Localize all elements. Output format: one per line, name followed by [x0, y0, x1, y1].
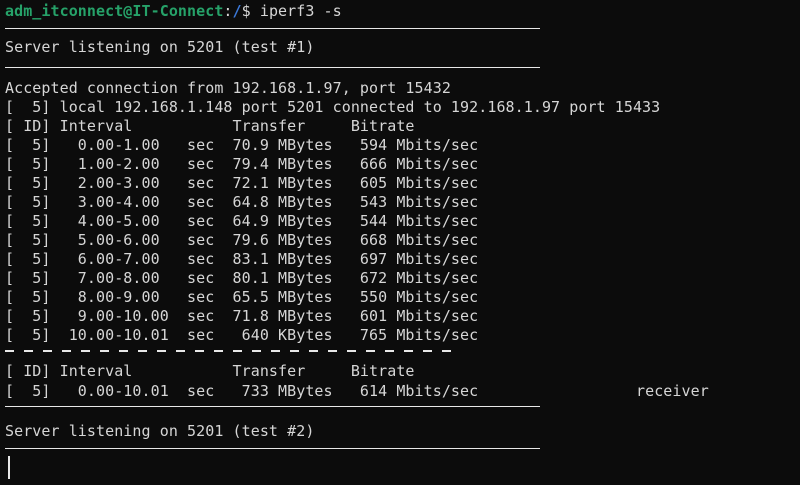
- summary-row: [ 5] 0.00-10.01 sec 733 MBytes 614 Mbits…: [5, 382, 479, 400]
- table-row: [ 5] 8.00-9.00 sec 65.5 MBytes 550 Mbits…: [5, 288, 479, 306]
- table-row: [ 5] 10.00-10.01 sec 640 KBytes 765 Mbit…: [5, 326, 479, 344]
- table-row: [ 5] 7.00-8.00 sec 80.1 MBytes 672 Mbits…: [5, 269, 479, 287]
- banner-test2: Server listening on 5201 (test #2): [5, 422, 315, 440]
- separator-rule-top: [5, 28, 540, 29]
- table-row: [ 5] 1.00-2.00 sec 79.4 MBytes 666 Mbits…: [5, 155, 479, 173]
- banner-test1: Server listening on 5201 (test #1): [5, 38, 315, 56]
- separator-dashed-rule: [5, 350, 457, 352]
- prompt-separator: :: [223, 2, 233, 20]
- prompt-line: adm_itconnect@IT-Connect:/$ iperf3 -s: [5, 2, 342, 21]
- accepted-connection-line: Accepted connection from 192.168.1.97, p…: [5, 79, 451, 97]
- prompt-user-host: adm_itconnect@IT-Connect: [5, 2, 224, 20]
- separator-rule-bottom: [5, 448, 540, 449]
- table-row: [ 5] 3.00-4.00 sec 64.8 MBytes 543 Mbits…: [5, 193, 479, 211]
- table-row: [ 5] 5.00-6.00 sec 79.6 MBytes 668 Mbits…: [5, 231, 479, 249]
- summary-table-header: [ ID] Interval Transfer Bitrate: [5, 362, 415, 380]
- separator-rule-third: [5, 406, 540, 407]
- table-row: [ 5] 6.00-7.00 sec 83.1 MBytes 697 Mbits…: [5, 250, 479, 268]
- table-row: [ 5] 0.00-1.00 sec 70.9 MBytes 594 Mbits…: [5, 136, 479, 154]
- prompt-command: iperf3 -s: [250, 2, 342, 20]
- table-row: [ 5] 9.00-10.00 sec 71.8 MBytes 601 Mbit…: [5, 307, 479, 325]
- summary-role-label: receiver: [636, 382, 709, 400]
- interval-table-header: [ ID] Interval Transfer Bitrate: [5, 117, 415, 135]
- separator-rule-second: [5, 67, 540, 68]
- prompt-sigil: $: [241, 2, 251, 20]
- table-row: [ 5] 2.00-3.00 sec 72.1 MBytes 605 Mbits…: [5, 174, 479, 192]
- table-row: [ 5] 4.00-5.00 sec 64.9 MBytes 544 Mbits…: [5, 212, 479, 230]
- text-cursor: [8, 456, 10, 479]
- local-connection-line: [ 5] local 192.168.1.148 port 5201 conne…: [5, 98, 661, 116]
- prompt-path: /: [232, 2, 242, 20]
